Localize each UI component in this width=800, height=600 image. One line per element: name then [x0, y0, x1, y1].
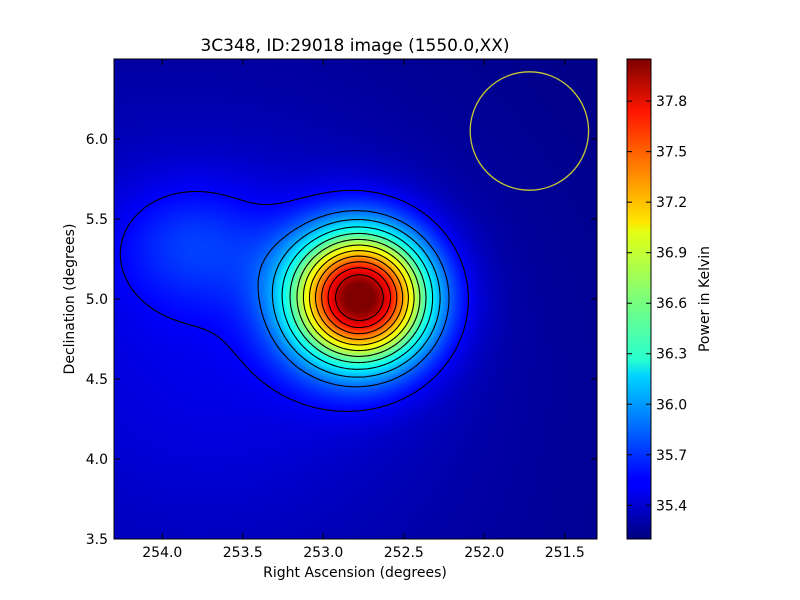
- contour-lines: [119, 189, 469, 412]
- colorbar-tick-label: 37.5: [656, 145, 687, 161]
- contour-level-8: [314, 255, 404, 340]
- colorbar-tick-label: 35.7: [656, 448, 687, 464]
- colorbar-tick-label: 36.3: [656, 347, 687, 363]
- x-tick-label: 252.5: [384, 545, 424, 561]
- y-axis-ticks: 3.5 4.0 4.5 5.0 5.5 6.0: [86, 132, 597, 548]
- contour-level-3: [281, 226, 434, 370]
- colorbar-tick-label: 36.9: [656, 246, 687, 262]
- contour-level-2: [271, 218, 441, 378]
- contour-level-1: [257, 210, 450, 388]
- colorbar-tick-label: 36.6: [656, 296, 687, 312]
- x-tick-label: 253.5: [223, 545, 263, 561]
- contour-level-6: [302, 244, 415, 352]
- y-tick-label: 5.0: [86, 292, 108, 308]
- colorbar-tick-label: 35.4: [656, 498, 687, 514]
- x-tick-label: 253.0: [303, 545, 343, 561]
- contour-level-10: [327, 267, 392, 329]
- contour-level-5: [296, 238, 421, 357]
- x-tick-label: 251.5: [545, 545, 585, 561]
- colorbar-label: Power in Kelvin: [697, 246, 713, 352]
- heatmap-image: [114, 59, 597, 539]
- x-tick-label: 254.0: [142, 545, 182, 561]
- y-tick-label: 6.0: [86, 132, 108, 148]
- y-tick-label: 3.5: [86, 532, 108, 548]
- contour-level-11: [334, 274, 384, 322]
- x-tick-label: 252.0: [464, 545, 504, 561]
- beam-circle: [469, 71, 590, 191]
- y-axis-label: Declination (degrees): [62, 224, 78, 375]
- x-axis-label: Right Ascension (degrees): [263, 565, 447, 581]
- x-axis-ticks: 254.0 253.5 253.0 252.5 252.0 251.5: [142, 59, 585, 561]
- chart-title: 3C348, ID:29018 image (1550.0,XX): [200, 36, 509, 56]
- colorbar-tick-label: 36.0: [656, 397, 687, 413]
- contour-level-0: [119, 189, 469, 412]
- colorbar-ticks: 35.4 35.7 36.0 36.3 36.6 36.9 37.2 37.5 37.8: [627, 94, 687, 514]
- y-tick-label: 4.0: [86, 452, 108, 468]
- contour-level-4: [289, 232, 427, 364]
- colorbar-tick-label: 37.8: [656, 94, 687, 110]
- colorbar: [626, 58, 652, 540]
- contour-level-7: [308, 250, 409, 346]
- y-tick-label: 5.5: [86, 212, 108, 228]
- colorbar-tick-label: 37.2: [656, 195, 687, 211]
- contour-level-9: [321, 261, 398, 335]
- y-tick-label: 4.5: [86, 372, 108, 388]
